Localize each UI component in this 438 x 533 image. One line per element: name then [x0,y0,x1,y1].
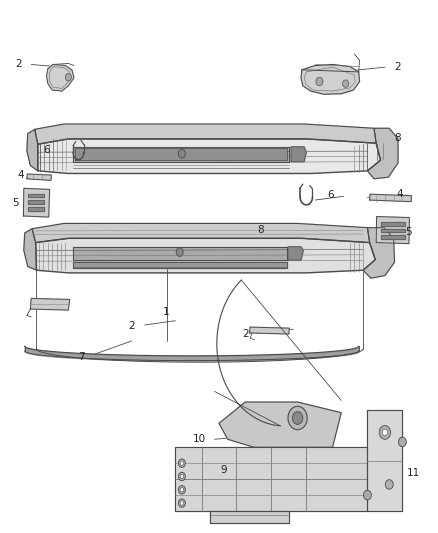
Polygon shape [28,200,44,204]
Polygon shape [370,194,412,201]
Circle shape [180,461,184,465]
Circle shape [178,499,185,507]
Polygon shape [32,223,370,243]
Polygon shape [210,511,289,523]
Text: 4: 4 [17,170,24,180]
Circle shape [180,488,184,492]
Polygon shape [175,447,367,511]
Circle shape [178,459,185,467]
Circle shape [65,74,71,81]
Text: 5: 5 [406,227,412,237]
Polygon shape [27,130,38,171]
Circle shape [399,437,406,447]
Text: 2: 2 [395,62,401,72]
Circle shape [379,425,391,439]
Text: 8: 8 [257,225,264,236]
Text: 2: 2 [242,329,248,339]
Polygon shape [27,174,51,180]
Polygon shape [250,327,289,334]
Circle shape [178,486,185,494]
Circle shape [178,472,185,481]
Text: 7: 7 [78,352,85,362]
Circle shape [180,501,184,505]
Polygon shape [381,229,405,232]
Text: 1: 1 [163,306,170,317]
Polygon shape [24,229,36,270]
Polygon shape [75,149,287,160]
Polygon shape [28,207,44,211]
Polygon shape [288,247,303,260]
Polygon shape [38,139,381,173]
Polygon shape [35,124,376,144]
Polygon shape [30,298,70,310]
Text: 6: 6 [43,144,50,155]
Polygon shape [28,193,44,197]
Circle shape [343,80,349,87]
Circle shape [385,480,393,489]
Polygon shape [291,147,306,162]
Text: 4: 4 [397,189,403,199]
Circle shape [176,248,183,256]
Text: 8: 8 [395,133,401,143]
Polygon shape [46,64,74,91]
Polygon shape [73,247,287,260]
Circle shape [316,77,323,86]
Circle shape [180,474,184,479]
Text: 2: 2 [15,60,21,69]
Polygon shape [73,262,287,268]
Polygon shape [363,228,395,278]
Polygon shape [219,402,341,447]
Circle shape [288,406,307,430]
Text: 11: 11 [406,468,420,478]
Polygon shape [23,188,49,217]
Circle shape [292,411,303,424]
Polygon shape [381,235,405,239]
Polygon shape [381,222,405,226]
Polygon shape [301,64,360,94]
Circle shape [364,490,371,500]
Circle shape [178,150,185,158]
Text: 5: 5 [13,198,19,208]
Text: 6: 6 [327,190,334,200]
Circle shape [382,429,388,435]
Polygon shape [367,128,398,179]
Polygon shape [35,238,375,273]
Text: 2: 2 [128,321,135,331]
Polygon shape [73,147,289,162]
Polygon shape [376,216,410,244]
Polygon shape [367,410,403,511]
Text: 10: 10 [193,434,206,445]
Text: 9: 9 [220,465,227,474]
